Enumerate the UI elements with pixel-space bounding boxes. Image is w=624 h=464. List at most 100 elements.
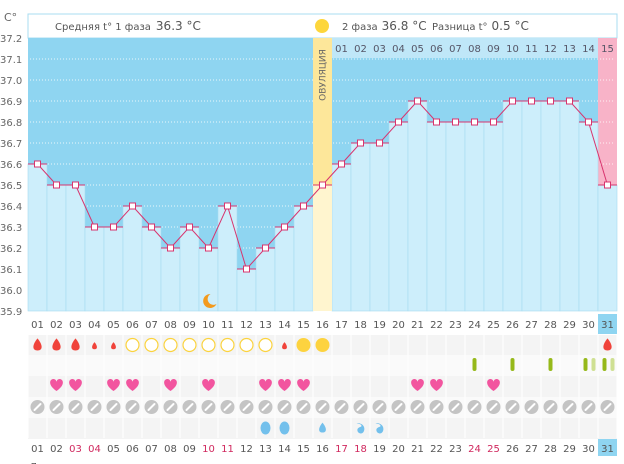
y-tick-label: 36.1	[0, 265, 22, 276]
x-tick-label: 29	[563, 320, 576, 331]
temperature-point[interactable]	[547, 97, 554, 105]
blood-drop-icon[interactable]	[71, 338, 80, 351]
blood-drop-icon[interactable]	[52, 338, 61, 351]
pill-mark	[451, 403, 460, 411]
test-strip-faint-icon[interactable]	[591, 358, 596, 371]
empty-circle-icon[interactable]	[163, 337, 178, 353]
x-tick-label: 09	[183, 320, 196, 331]
empty-circle-icon[interactable]	[182, 337, 197, 353]
temperature-bar	[426, 121, 447, 312]
temperature-point[interactable]	[129, 202, 136, 210]
temperature-point[interactable]	[509, 97, 516, 105]
calendar-day-label: 12	[240, 444, 253, 455]
temperature-point[interactable]	[433, 118, 440, 126]
temperature-point[interactable]	[34, 160, 41, 168]
discharge-curl-icon[interactable]	[375, 423, 384, 434]
temperature-point[interactable]	[186, 223, 193, 231]
pill-mark	[33, 403, 42, 411]
calendar-day-label: 09	[183, 444, 196, 455]
empty-circle-icon[interactable]	[220, 337, 235, 353]
x-tick-label: 06	[126, 320, 139, 331]
discharge-egg-icon[interactable]	[279, 421, 290, 435]
temperature-point[interactable]	[452, 118, 459, 126]
temperature-point[interactable]	[319, 181, 326, 189]
temperature-point[interactable]	[338, 160, 345, 168]
x-tick-label: 13	[259, 320, 272, 331]
test-strip-icon[interactable]	[583, 358, 588, 371]
yellow-circle-icon[interactable]	[296, 338, 311, 352]
heart-icon[interactable]	[278, 379, 291, 391]
heart-icon[interactable]	[202, 379, 215, 391]
temperature-point[interactable]	[395, 118, 402, 126]
heart-icon[interactable]	[50, 379, 63, 391]
heart-icon[interactable]	[164, 379, 177, 391]
empty-circle-icon[interactable]	[144, 337, 159, 353]
temperature-point[interactable]	[281, 223, 288, 231]
temperature-point[interactable]	[376, 139, 383, 147]
temperature-point[interactable]	[490, 118, 497, 126]
discharge-drop-icon[interactable]	[319, 422, 326, 433]
temperature-bar	[46, 184, 67, 312]
temperature-point[interactable]	[300, 202, 307, 210]
x-tick-label: 31	[601, 320, 614, 331]
y-tick-label: 36.5	[0, 181, 22, 192]
heart-icon[interactable]	[69, 379, 82, 391]
blood-drop-icon[interactable]	[33, 338, 42, 351]
temperature-point[interactable]	[566, 97, 573, 105]
heart-icon[interactable]	[411, 379, 424, 391]
empty-circle-icon[interactable]	[201, 337, 216, 353]
temperature-point[interactable]	[528, 97, 535, 105]
pill-mark	[508, 403, 517, 411]
temperature-point[interactable]	[72, 181, 79, 189]
y-tick-label: 37.1	[0, 55, 22, 66]
temperature-point[interactable]	[604, 181, 611, 189]
temperature-point[interactable]	[148, 223, 155, 231]
y-tick-label: 36.8	[0, 118, 22, 129]
temperature-point[interactable]	[91, 223, 98, 231]
pill-mark	[261, 403, 270, 411]
calendar-day-label: 18	[354, 444, 367, 455]
test-strip-icon[interactable]	[510, 358, 515, 371]
heart-icon[interactable]	[487, 379, 500, 391]
heart-icon[interactable]	[126, 379, 139, 391]
heart-icon[interactable]	[430, 379, 443, 391]
phase2-value: 36.8 °C	[382, 19, 427, 33]
test-strip-icon[interactable]	[602, 358, 607, 371]
temperature-point[interactable]	[414, 97, 421, 105]
test-strip-icon[interactable]	[548, 358, 553, 371]
empty-circle-icon[interactable]	[125, 337, 140, 353]
test-strip-icon[interactable]	[472, 358, 477, 371]
x-tick-label: 03	[69, 320, 82, 331]
discharge-egg-icon[interactable]	[260, 421, 271, 435]
temperature-point[interactable]	[110, 223, 117, 231]
phase2-average: 2 фаза 36.8 °C	[342, 19, 427, 33]
blood-drop-icon[interactable]	[603, 338, 612, 351]
y-tick-label: 36.2	[0, 244, 22, 255]
empty-circle-icon[interactable]	[258, 337, 273, 353]
phase2-day-number: 08	[468, 44, 481, 55]
blood-drop-small-icon[interactable]	[282, 342, 287, 350]
blood-drop-small-icon[interactable]	[92, 342, 97, 350]
heart-icon[interactable]	[297, 379, 310, 391]
temperature-point[interactable]	[357, 139, 364, 147]
y-tick-label: 36.7	[0, 139, 22, 150]
phase2-day-number: 02	[354, 44, 367, 55]
empty-circle-icon[interactable]	[239, 337, 254, 353]
temperature-point[interactable]	[471, 118, 478, 126]
discharge-curl-icon[interactable]	[356, 423, 365, 434]
temperature-point[interactable]	[205, 244, 212, 252]
temperature-point[interactable]	[262, 244, 269, 252]
test-strip-faint-icon[interactable]	[610, 358, 615, 371]
blood-drop-small-icon[interactable]	[111, 342, 116, 350]
temperature-point[interactable]	[53, 181, 60, 189]
calendar-day-label: 11	[221, 444, 234, 455]
temperature-point[interactable]	[243, 265, 250, 273]
temperature-point[interactable]	[224, 202, 231, 210]
temperature-point[interactable]	[167, 244, 174, 252]
heart-icon[interactable]	[259, 379, 272, 391]
yellow-circle-icon[interactable]	[315, 338, 330, 352]
heart-icon[interactable]	[107, 379, 120, 391]
temperature-point[interactable]	[585, 118, 592, 126]
y-tick-label: 36.3	[0, 223, 22, 234]
temperature-bar	[122, 205, 143, 312]
